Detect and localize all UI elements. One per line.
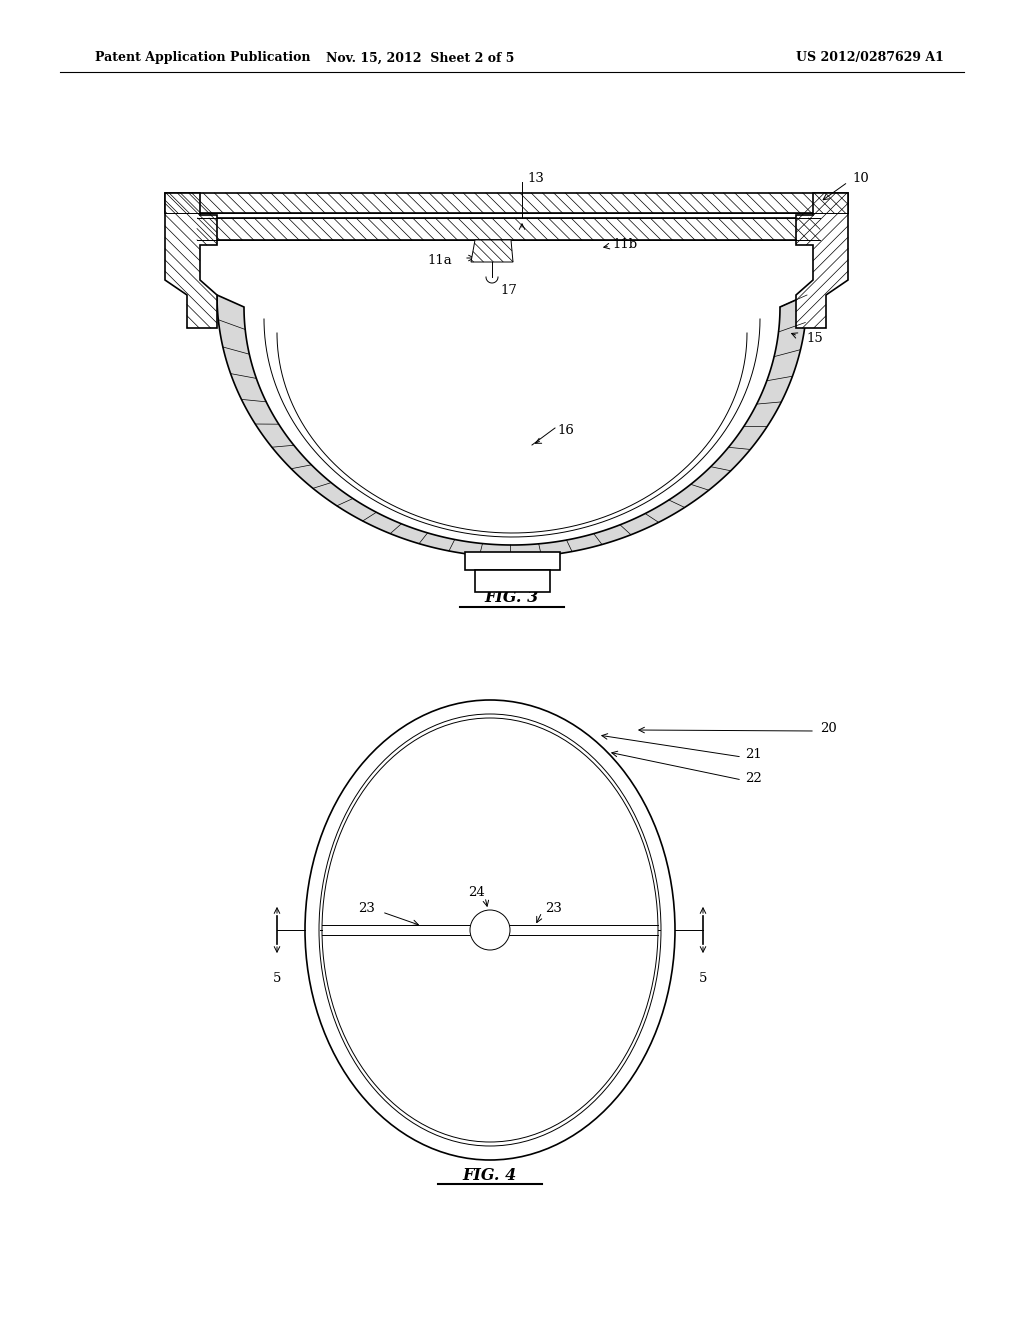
Polygon shape	[796, 193, 848, 327]
Text: 11a: 11a	[427, 253, 452, 267]
Polygon shape	[471, 240, 513, 261]
Polygon shape	[465, 552, 560, 570]
Polygon shape	[165, 193, 217, 327]
Polygon shape	[217, 294, 807, 557]
Text: 15: 15	[806, 331, 822, 345]
Text: 21: 21	[745, 748, 762, 762]
Text: 23: 23	[545, 902, 562, 915]
Text: FIG. 4: FIG. 4	[463, 1167, 517, 1184]
Text: 16: 16	[557, 424, 573, 437]
Text: 5: 5	[272, 972, 282, 985]
Text: 23: 23	[358, 902, 375, 915]
Text: 5: 5	[698, 972, 708, 985]
Text: 11b: 11b	[612, 239, 637, 252]
Text: Patent Application Publication: Patent Application Publication	[95, 51, 310, 65]
Text: 22: 22	[745, 771, 762, 784]
Text: 10: 10	[852, 173, 868, 186]
Text: US 2012/0287629 A1: US 2012/0287629 A1	[796, 51, 944, 65]
Text: FIG. 3: FIG. 3	[485, 590, 539, 606]
Text: Nov. 15, 2012  Sheet 2 of 5: Nov. 15, 2012 Sheet 2 of 5	[326, 51, 514, 65]
Polygon shape	[475, 570, 550, 591]
Text: 24: 24	[468, 886, 485, 899]
Text: 20: 20	[820, 722, 837, 734]
Polygon shape	[165, 193, 848, 213]
Text: 13: 13	[527, 172, 544, 185]
Text: 17: 17	[500, 284, 517, 297]
Polygon shape	[197, 218, 820, 240]
Circle shape	[470, 909, 510, 950]
